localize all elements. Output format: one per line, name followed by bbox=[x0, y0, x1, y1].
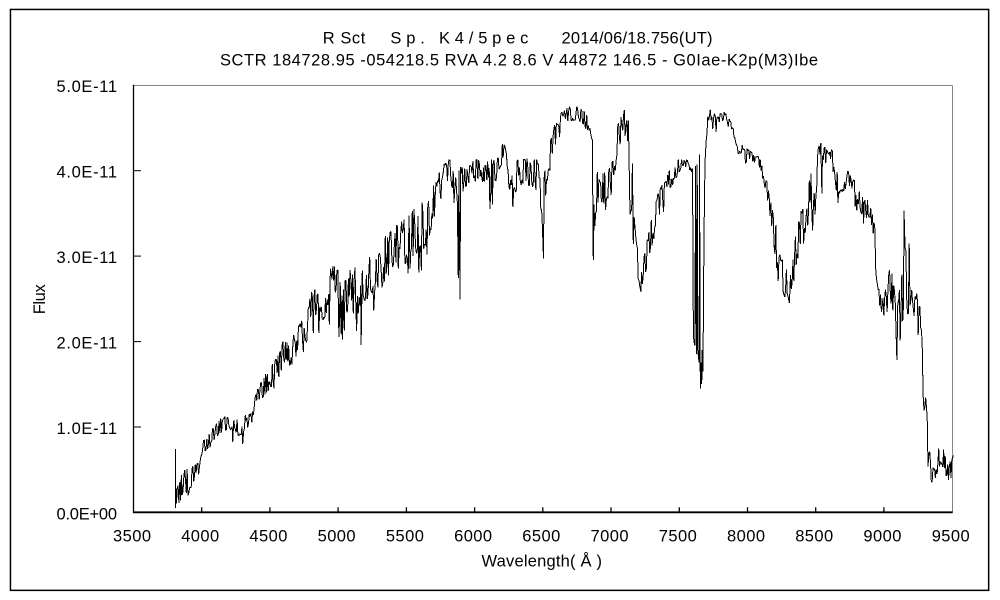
svg-text:7000: 7000 bbox=[591, 528, 629, 546]
svg-text:9000: 9000 bbox=[863, 528, 901, 546]
svg-text:3.0E-11: 3.0E-11 bbox=[57, 249, 118, 267]
svg-text:1.0E-11: 1.0E-11 bbox=[57, 420, 118, 438]
svg-text:Wavelength( Å ): Wavelength( Å ) bbox=[482, 552, 603, 571]
svg-text:6000: 6000 bbox=[454, 528, 492, 546]
svg-text:7500: 7500 bbox=[659, 528, 697, 546]
svg-text:9500: 9500 bbox=[932, 528, 970, 546]
svg-text:4.0E-11: 4.0E-11 bbox=[57, 164, 118, 182]
svg-text:5.0E-11: 5.0E-11 bbox=[57, 78, 118, 96]
svg-text:Flux: Flux bbox=[31, 284, 49, 315]
svg-text:0.0E+00: 0.0E+00 bbox=[57, 505, 118, 523]
svg-text:SCTR 184728.95 -054218.5 RVA 4: SCTR 184728.95 -054218.5 RVA 4.2 8.6 V 4… bbox=[220, 51, 818, 69]
svg-text:5500: 5500 bbox=[386, 528, 424, 546]
svg-text:Sp. K4/5pec: Sp. K4/5pec bbox=[390, 30, 528, 48]
svg-text:4500: 4500 bbox=[249, 528, 287, 546]
svg-text:4000: 4000 bbox=[181, 528, 219, 546]
svg-text:8500: 8500 bbox=[795, 528, 833, 546]
svg-text:2014/06/18.756(UT): 2014/06/18.756(UT) bbox=[562, 30, 713, 48]
svg-text:3500: 3500 bbox=[113, 528, 151, 546]
svg-text:6500: 6500 bbox=[522, 528, 560, 546]
svg-text:5000: 5000 bbox=[318, 528, 356, 546]
svg-text:2.0E-11: 2.0E-11 bbox=[57, 334, 118, 352]
svg-text:R Sct: R Sct bbox=[323, 30, 366, 48]
svg-text:8000: 8000 bbox=[727, 528, 765, 546]
